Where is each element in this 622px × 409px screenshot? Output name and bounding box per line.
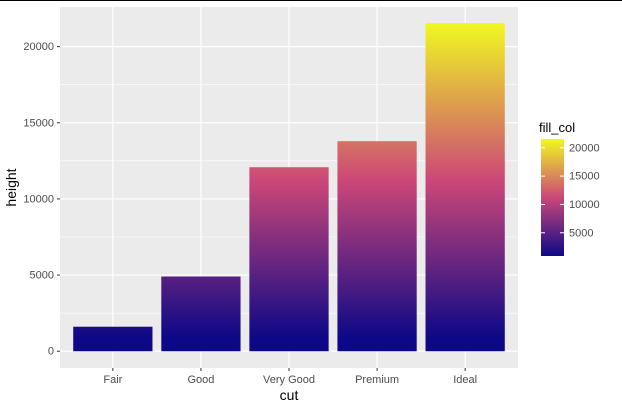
legend-tick-label: 15000 <box>569 171 600 183</box>
bar-very-good <box>249 167 329 352</box>
y-tick-label: 10000 <box>23 193 54 205</box>
y-tick-label: 0 <box>48 346 54 358</box>
x-axis: Fair Good Very Good Premium Ideal <box>103 368 477 386</box>
legend-colorbar <box>541 139 564 256</box>
y-tick-label: 20000 <box>23 41 54 53</box>
x-tick-label: Ideal <box>453 374 477 386</box>
x-tick-label: Good <box>187 374 214 386</box>
legend-ticks: 5000 10000 15000 20000 <box>541 142 600 239</box>
x-tick-label: Premium <box>355 374 399 386</box>
y-axis: 0 5000 10000 15000 20000 <box>23 41 60 358</box>
x-tick-label: Very Good <box>263 374 315 386</box>
bar-ideal <box>425 22 505 352</box>
y-axis-label: height <box>3 168 19 206</box>
bars <box>73 22 505 352</box>
bar-fair <box>73 326 153 352</box>
y-tick-label: 5000 <box>30 270 54 282</box>
top-border-line <box>0 0 622 1</box>
legend-title: fill_col <box>539 120 575 135</box>
y-tick-label: 15000 <box>23 117 54 129</box>
legend: fill_col 5000 10000 15000 20000 <box>539 120 600 256</box>
legend-tick-label: 5000 <box>569 227 593 239</box>
bar-premium <box>337 141 417 352</box>
legend-tick-label: 10000 <box>569 199 600 211</box>
x-tick-label: Fair <box>103 374 122 386</box>
legend-tick-label: 20000 <box>569 142 600 154</box>
x-axis-label: cut <box>280 387 299 403</box>
bar-good <box>161 276 241 352</box>
